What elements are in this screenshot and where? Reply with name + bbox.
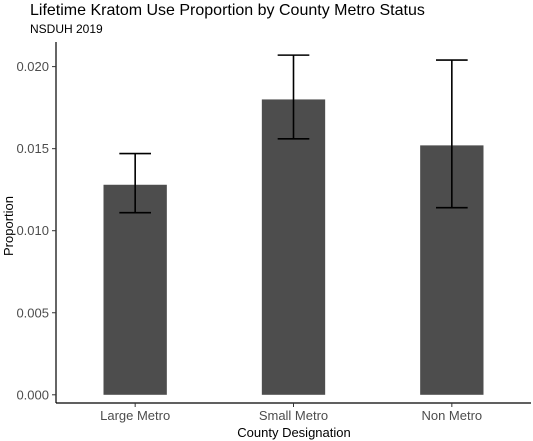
y-tick-label-4: 0.020 [16, 59, 49, 74]
error-bars-layer [119, 54, 468, 214]
chart-subtitle: NSDUH 2019 [30, 22, 103, 36]
x-axis-title: County Designation [237, 425, 350, 440]
x-tick-label-2: Non Metro [421, 408, 482, 423]
bar-1 [261, 99, 326, 395]
error-bar-0 [119, 152, 151, 214]
ticks-layer: Large Metro Small Metro Non Metro 0.000 0.00… [16, 59, 482, 423]
y-tick-label-2: 0.010 [16, 223, 49, 238]
x-tick-label-1: Small Metro [259, 408, 328, 423]
y-axis-title: Proportion [1, 196, 16, 256]
y-tick-label-0: 0.000 [16, 387, 49, 402]
error-bar-2 [436, 59, 468, 209]
bar-0 [103, 184, 167, 395]
x-tick-label-0: Large Metro [100, 408, 170, 423]
error-bar-1 [277, 54, 310, 140]
y-tick-label-3: 0.015 [16, 141, 49, 156]
chart-title: Lifetime Kratom Use Proportion by County… [30, 2, 425, 19]
bars-layer [103, 99, 484, 395]
y-tick-label-1: 0.005 [16, 305, 49, 320]
